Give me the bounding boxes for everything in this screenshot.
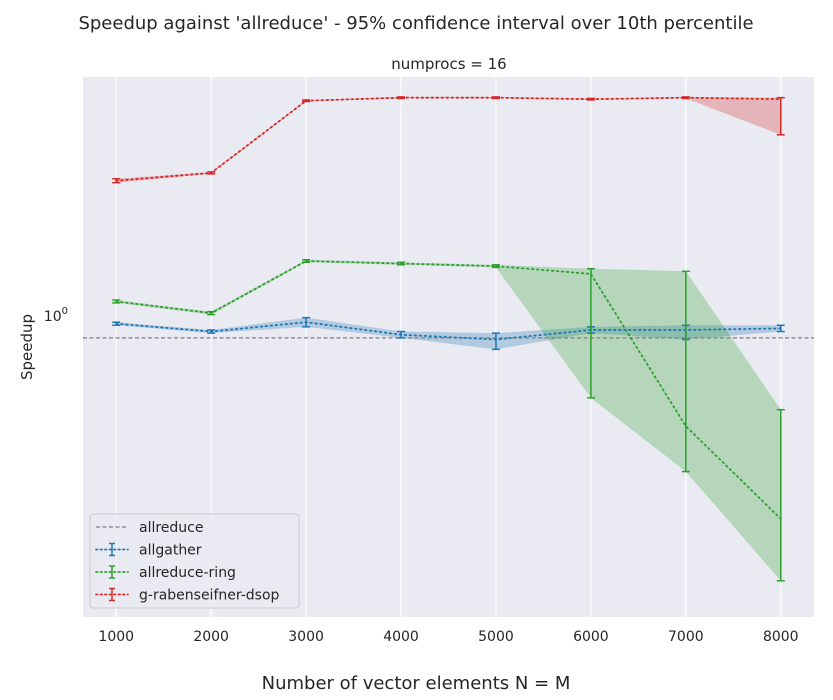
legend-box [89,513,300,609]
errorbar-allgather-4000 [397,330,406,339]
x-tick-labels: 1000 2000 3000 4000 5000 6000 7000 8000 [98,629,798,645]
legend-label-allgather: allgather [139,543,202,559]
x-tick-label-2000: 2000 [193,629,229,645]
y-axis-label: Speedup [18,314,36,380]
errorbar-g-rabenseifner-dsop-6000 [586,97,595,101]
legend-label-g-rabenseifner-dsop: g-rabenseifner-dsop [139,588,280,604]
errorbar-g-rabenseifner-dsop-2000 [207,171,216,175]
errorbar-g-rabenseifner-dsop-4000 [397,96,406,100]
series-lines [112,96,785,582]
errorbar-allreduce-ring-1000 [112,299,121,304]
x-tick-label-1000: 1000 [98,629,134,645]
errorbar-allgather-3000 [302,316,311,328]
errorbar-allreduce-ring-2000 [207,310,216,316]
chart-subtitle: numprocs = 16 [391,55,506,73]
errorbar-allreduce-ring-3000 [302,258,311,264]
x-axis-label: Number of vector elements N = M [262,673,571,694]
chart-title: Speedup against 'allreduce' - 95% confid… [78,13,753,34]
x-tick-label-7000: 7000 [668,629,704,645]
errorbar-allreduce-ring-4000 [397,261,406,266]
series-allreduce-ring [112,258,785,582]
legend-label-allreduce-ring: allreduce-ring [139,565,236,581]
legend-item-g-rabenseifner-dsop: g-rabenseifner-dsop [95,588,280,604]
errorbar-allreduce-ring-5000 [491,264,500,269]
errorbar-allreduce-ring-7000 [681,270,690,473]
legend-item-allreduce: allreduce [96,520,204,536]
x-tick-label-6000: 6000 [573,629,609,645]
errorbar-allreduce-ring-6000 [586,267,595,399]
errorbar-allgather-1000 [112,321,121,327]
errorbar-allgather-8000 [776,324,785,333]
errorbar-g-rabenseifner-dsop-5000 [491,96,500,100]
errorbar-g-rabenseifner-dsop-3000 [302,99,311,103]
band-allgather [116,317,781,350]
legend-item-allreduce-ring: allreduce-ring [95,565,236,581]
errorbar-g-rabenseifner-dsop-1000 [112,177,121,184]
errorbar-allreduce-ring-8000 [776,408,785,582]
x-tick-label-8000: 8000 [763,629,799,645]
errorbar-g-rabenseifner-dsop-7000 [681,96,690,100]
x-tick-label-4000: 4000 [383,629,419,645]
legend: allreduce allgather allreduce-ring g-rabens… [89,513,300,609]
errorbar-allgather-2000 [207,329,216,334]
series-g-rabenseifner-dsop [112,96,785,184]
errorbar-allgather-5000 [491,332,500,351]
x-tick-label-5000: 5000 [478,629,514,645]
line-g-rabenseifner-dsop [115,96,782,182]
band-allreduce-ring [116,259,781,581]
x-tick-label-3000: 3000 [288,629,324,645]
legend-label-allreduce: allreduce [139,520,204,536]
legend-item-allgather: allgather [95,543,202,559]
y-tick-label: 100 [44,306,68,325]
line-allgather [115,321,782,341]
line-allreduce-ring [115,260,782,520]
errorbar-g-rabenseifner-dsop-8000 [776,96,785,136]
